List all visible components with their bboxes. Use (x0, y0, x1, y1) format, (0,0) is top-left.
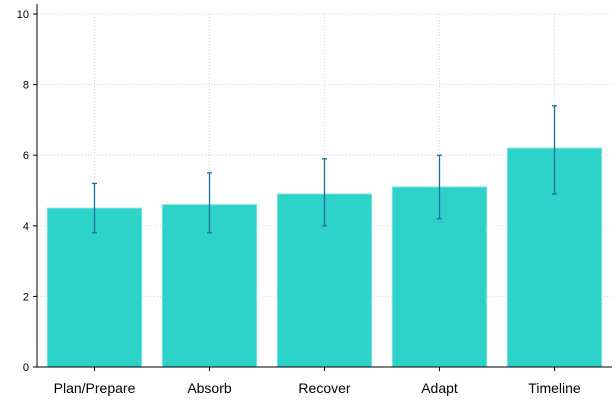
y-tick-label: 10 (17, 9, 29, 21)
x-tick-label: Adapt (421, 380, 458, 396)
y-tick-label: 4 (23, 221, 29, 233)
error-bar (322, 158, 327, 227)
x-tick-label: Plan/Prepare (54, 380, 136, 396)
x-tick-label: Timeline (528, 380, 581, 396)
y-tick-label: 8 (23, 80, 29, 92)
y-tick-label: 0 (23, 362, 29, 374)
error-bar (92, 182, 97, 234)
y-tick-label: 6 (23, 150, 29, 162)
error-bars (92, 105, 557, 234)
bar-plan-prepare (46, 207, 143, 368)
axes (33, 4, 612, 371)
error-bar (437, 154, 442, 220)
x-tick-label: Absorb (187, 380, 232, 396)
error-bar (207, 172, 212, 234)
y-tick-label: 2 (23, 291, 29, 303)
y-tick-labels: 0 2 4 6 8 10 (17, 9, 29, 374)
error-bar (552, 105, 557, 195)
x-tick-label: Recover (298, 380, 350, 396)
x-tick-labels: Plan/Prepare Absorb Recover Adapt Timeline (54, 380, 581, 396)
